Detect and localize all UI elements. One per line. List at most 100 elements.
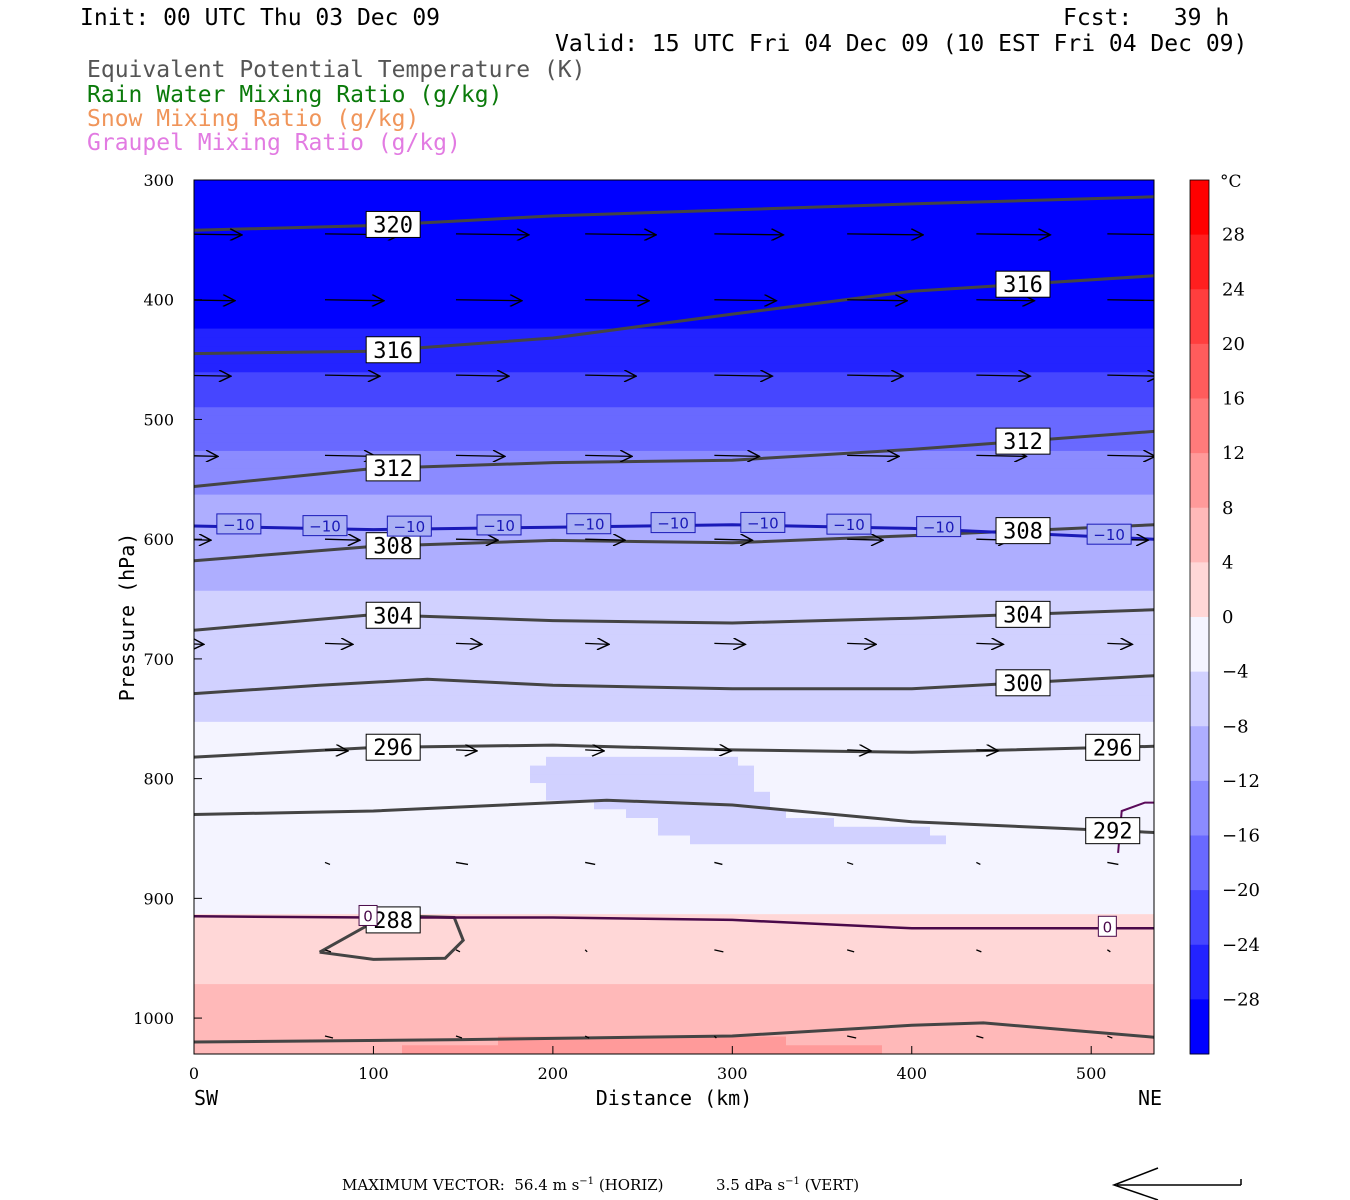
temperature-cell [354,774,371,784]
temperature-cell [306,625,323,636]
temperature-cell [386,765,403,775]
temperature-cell [482,197,499,207]
temperature-cell [978,302,995,312]
temperature-cell [402,625,419,636]
temperature-cell [978,547,995,557]
temperature-cell [466,547,483,557]
temperature-cell [290,241,307,251]
temperature-cell [930,852,947,863]
temperature-cell [866,870,883,880]
temperature-cell [914,1027,931,1038]
temperature-cell [530,957,547,968]
temperature-cell [386,276,403,286]
temperature-cell [610,354,627,365]
temperature-cell [818,931,835,941]
temperature-cell [850,721,867,732]
temperature-cell [754,940,771,950]
temperature-cell [770,363,787,373]
temperature-cell [498,415,515,426]
temperature-cell [290,319,307,330]
temperature-cell [642,459,659,470]
temperature-cell [274,651,291,662]
temperature-cell [354,564,371,574]
temperature-cell [274,363,291,373]
temperature-cell [850,197,867,207]
temperature-cell [514,704,531,714]
temperature-cell [866,337,883,347]
temperature-cell [834,730,851,740]
temperature-cell [466,809,483,819]
temperature-cell [258,214,275,225]
temperature-cell [786,905,803,915]
temperature-cell [578,966,595,976]
temperature-cell [802,721,819,732]
temperature-cell [274,485,291,496]
temperature-cell [930,905,947,915]
temperature-cell [418,468,435,478]
temperature-cell [626,765,643,775]
temperature-cell [418,188,435,199]
temperature-cell [882,232,899,242]
temperature-cell [690,835,707,845]
temperature-cell [450,844,467,854]
temperature-cell [386,1045,403,1054]
temperature-cell [770,887,787,898]
temperature-cell [882,573,899,583]
temperature-cell [914,267,931,277]
temperature-cell [850,1019,867,1029]
temperature-cell [786,931,803,941]
temperature-cell [914,258,931,268]
temperature-cell [626,922,643,933]
temperature-cell [546,214,563,225]
temperature-cell [322,433,339,443]
temperature-cell [274,590,291,601]
temperature-cell [482,756,499,767]
temperature-cell [226,774,243,784]
temperature-cell [210,721,227,732]
temperature-cell [674,468,691,478]
temperature-cell [354,529,371,539]
temperature-cell [914,704,931,714]
temperature-cell [322,608,339,618]
temperature-cell [594,555,611,566]
temperature-cell [722,477,739,487]
temperature-cell [594,381,611,391]
temperature-cell [818,739,835,749]
temperature-cell [786,835,803,845]
temperature-cell [370,442,387,452]
temperature-cell [690,774,707,784]
temperature-cell [514,433,531,443]
temperature-cell [306,748,323,758]
temperature-cell [354,695,371,705]
temperature-cell [914,180,931,190]
temperature-cell [354,634,371,644]
temperature-cell [738,547,755,557]
temperature-cell [738,398,755,408]
temperature-cell [722,328,739,338]
temperature-cell [658,992,675,1003]
temperature-cell [210,302,227,312]
temperature-cell [754,686,771,697]
temperature-cell [786,389,803,400]
temperature-cell [402,669,419,679]
temperature-cell [722,713,739,723]
temperature-cell [466,276,483,286]
temperature-cell [482,809,499,819]
temperature-cell [338,398,355,408]
temperature-cell [386,966,403,976]
temperature-cell [562,765,579,775]
temperature-cell [370,870,387,880]
temperature-cell [290,354,307,365]
temperature-cell [930,695,947,705]
temperature-cell [434,468,451,478]
temperature-cell [690,721,707,732]
temperature-cell [690,669,707,679]
temperature-cell [530,748,547,758]
temperature-cell [722,669,739,679]
temperature-cell [610,241,627,251]
temperature-cell [706,686,723,697]
temperature-cell [242,267,259,277]
temperature-cell [258,206,275,216]
temperature-cell [514,599,531,609]
temperature-cell [498,643,515,653]
